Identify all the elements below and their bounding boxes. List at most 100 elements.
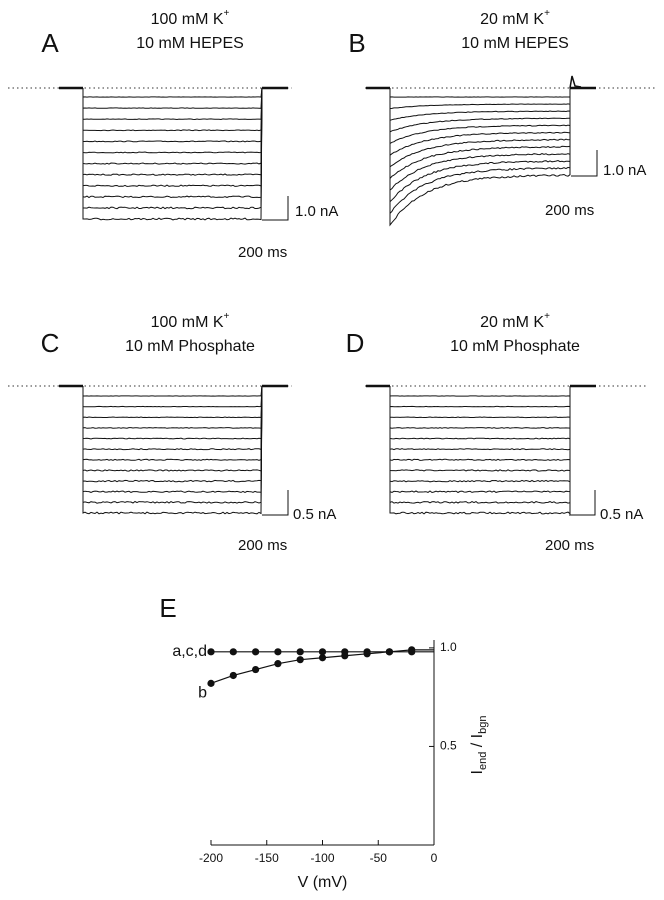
current-trace xyxy=(82,385,263,483)
tail-current xyxy=(569,75,582,89)
current-trace xyxy=(389,386,571,419)
current-trace xyxy=(82,87,263,221)
concentration: 100 mM K xyxy=(151,314,224,331)
y-tick-label: 1.0 xyxy=(440,640,457,654)
current-trace xyxy=(82,87,263,210)
data-point xyxy=(296,656,304,664)
current-trace xyxy=(389,386,571,440)
time-scale-label: 200 ms xyxy=(545,202,594,219)
current-trace xyxy=(389,386,571,504)
x-tick-label: 0 xyxy=(431,851,438,865)
current-scale-label: 1.0 nA xyxy=(603,162,646,179)
current-trace xyxy=(82,385,263,440)
scale-bar xyxy=(262,196,289,221)
charge: + xyxy=(544,311,550,322)
current-trace xyxy=(82,385,263,429)
data-point xyxy=(408,646,416,654)
current-trace xyxy=(389,88,571,227)
x-tick-label: -50 xyxy=(370,851,388,865)
y-label-part: end xyxy=(477,752,489,770)
current-trace xyxy=(389,88,571,168)
current-trace xyxy=(82,385,263,397)
current-trace xyxy=(82,87,263,132)
panel-buffer: 10 mM Phosphate xyxy=(125,338,255,355)
current-trace xyxy=(82,87,263,199)
current-trace xyxy=(389,386,571,451)
current-scale-label: 1.0 nA xyxy=(295,203,338,220)
panel-buffer: 10 mM HEPES xyxy=(136,35,244,52)
current-trace xyxy=(389,386,571,461)
panel-label: B xyxy=(348,28,365,58)
current-trace xyxy=(82,385,263,515)
current-trace xyxy=(82,385,263,504)
current-trace xyxy=(389,386,571,429)
current-scale-label: 0.5 nA xyxy=(293,506,336,523)
current-trace xyxy=(82,87,263,154)
current-scale-label: 0.5 nA xyxy=(600,506,643,523)
y-tick-label: 0.5 xyxy=(440,739,457,753)
x-tick-label: -150 xyxy=(255,851,279,865)
concentration: 20 mM K xyxy=(480,314,544,331)
current-trace xyxy=(389,88,571,180)
data-point xyxy=(274,648,282,656)
panel-label: D xyxy=(346,328,365,358)
current-trace xyxy=(82,87,263,176)
current-trace xyxy=(389,386,571,494)
charge: + xyxy=(544,8,550,19)
data-point xyxy=(296,648,304,656)
time-scale-label: 200 ms xyxy=(238,244,287,261)
data-point xyxy=(363,650,371,658)
current-trace xyxy=(82,87,263,187)
series-label: a,c,d xyxy=(172,643,207,660)
data-point xyxy=(341,652,349,660)
current-trace xyxy=(82,385,263,461)
current-trace xyxy=(389,386,571,397)
current-trace xyxy=(82,87,263,165)
x-axis-label: V (mV) xyxy=(298,874,348,891)
series-label: b xyxy=(198,685,207,702)
panel-title: 20 mM K+ xyxy=(480,311,550,332)
panel-title: 100 mM K+ xyxy=(151,8,230,29)
panel-label: E xyxy=(159,593,176,623)
current-trace xyxy=(389,88,571,121)
time-scale-label: 200 ms xyxy=(238,537,287,554)
current-trace xyxy=(389,386,571,408)
current-trace xyxy=(389,386,571,515)
current-trace xyxy=(82,87,263,109)
scale-bar xyxy=(569,490,596,516)
x-tick-label: -100 xyxy=(310,851,334,865)
current-trace xyxy=(389,386,571,472)
charge: + xyxy=(224,311,230,322)
data-point xyxy=(274,660,282,668)
y-axis-label: Iend / Ibgn xyxy=(469,716,489,775)
current-trace xyxy=(82,87,263,98)
current-trace xyxy=(82,87,263,121)
charge: + xyxy=(224,8,230,19)
data-point xyxy=(252,648,260,656)
time-scale-label: 200 ms xyxy=(545,537,594,554)
current-trace xyxy=(82,385,263,472)
current-trace xyxy=(82,385,263,419)
current-trace xyxy=(389,88,571,133)
panel-label: C xyxy=(41,328,60,358)
x-tick-label: -200 xyxy=(199,851,223,865)
current-trace xyxy=(389,88,571,203)
data-point xyxy=(252,665,260,674)
current-trace xyxy=(389,88,571,110)
data-point xyxy=(207,648,215,656)
panel-label: A xyxy=(41,28,59,58)
data-point xyxy=(318,654,327,662)
panel-title: 20 mM K+ xyxy=(480,8,550,29)
data-point xyxy=(207,679,215,687)
data-point xyxy=(229,671,237,680)
concentration: 20 mM K xyxy=(480,11,544,28)
current-trace xyxy=(82,87,263,143)
current-trace xyxy=(389,88,571,98)
scale-bar xyxy=(571,150,598,177)
y-label-part: I xyxy=(469,770,486,774)
concentration: 100 mM K xyxy=(151,11,224,28)
current-trace xyxy=(389,88,571,192)
current-trace xyxy=(82,385,263,451)
y-label-part: bgn xyxy=(477,716,489,734)
y-label-part: / I xyxy=(469,734,486,752)
